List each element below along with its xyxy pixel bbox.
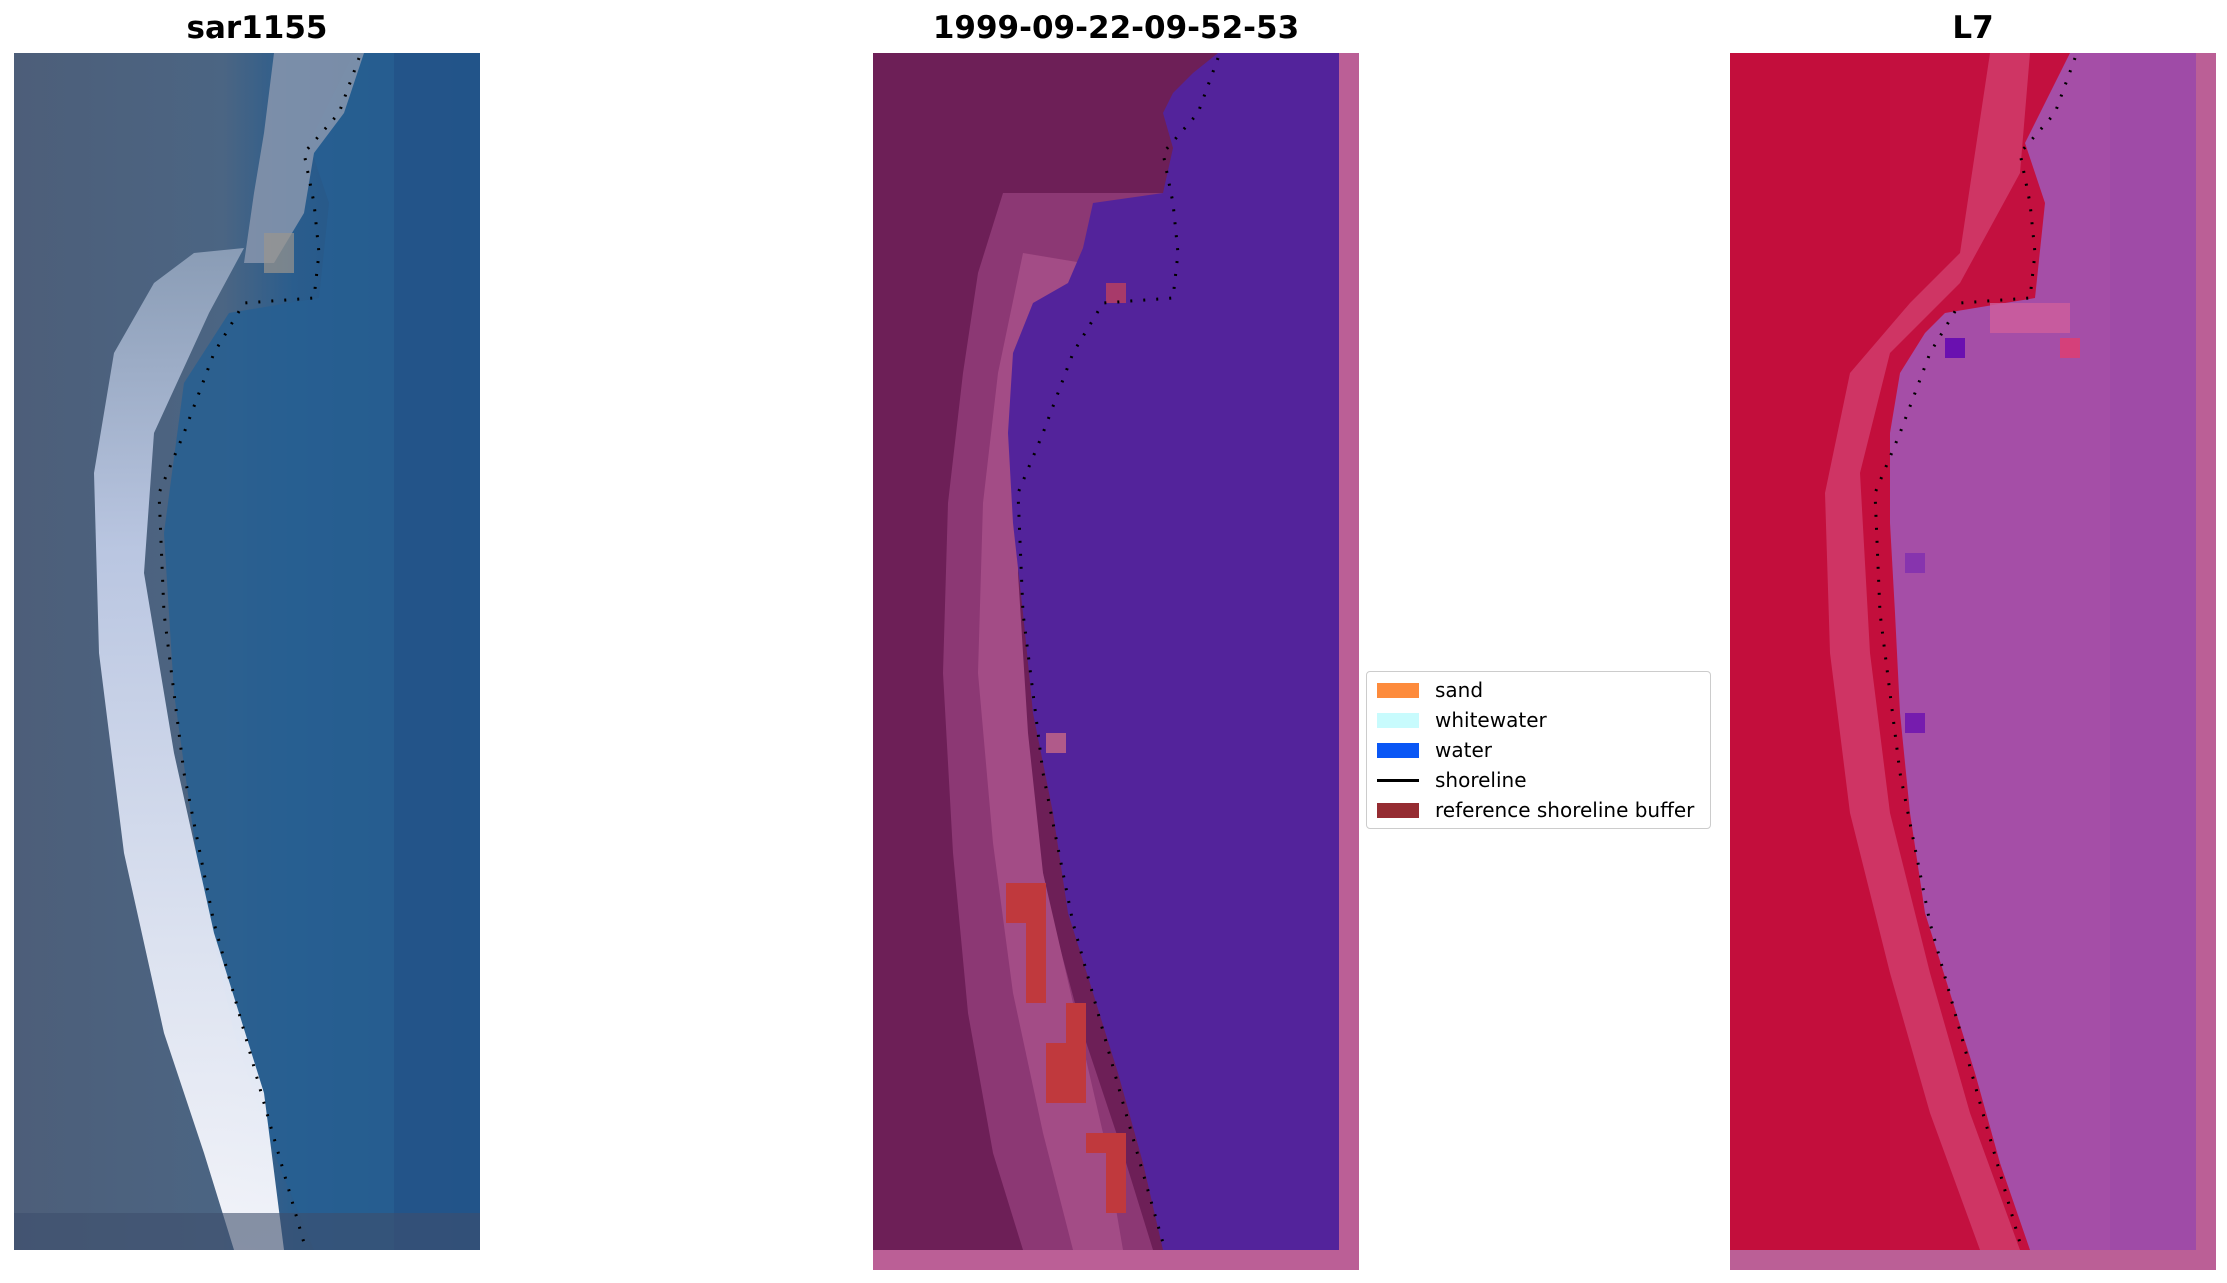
legend-label-whitewater: whitewater — [1435, 708, 1547, 732]
reference-buffer-swatch — [1377, 802, 1419, 818]
legend-item-sand: sand — [1377, 678, 1483, 702]
legend-label-water: water — [1435, 738, 1492, 762]
legend-item-shoreline: shoreline — [1377, 768, 1527, 792]
legend-label-reference-buffer: reference shoreline buffer — [1435, 798, 1695, 822]
nir-false-color-image — [1730, 53, 2216, 1270]
shoreline-line-icon — [1377, 778, 1419, 782]
legend-item-reference-buffer: reference shoreline buffer — [1377, 798, 1694, 822]
whitewater-swatch — [1377, 712, 1419, 728]
panel-title-nir: L7 — [1952, 10, 1994, 46]
panel-title-classification: 1999-09-22-09-52-53 — [932, 10, 1300, 46]
classification-image — [873, 53, 1359, 1270]
legend: sand whitewater water shoreline referenc… — [1366, 671, 1711, 829]
legend-item-water: water — [1377, 738, 1492, 762]
panel-title-rgb: sar1155 — [186, 10, 328, 46]
rgb-satellite-image — [14, 53, 480, 1250]
legend-label-shoreline: shoreline — [1435, 768, 1527, 792]
sand-swatch — [1377, 682, 1419, 698]
water-swatch — [1377, 742, 1419, 758]
legend-item-whitewater: whitewater — [1377, 708, 1547, 732]
legend-label-sand: sand — [1435, 678, 1484, 702]
